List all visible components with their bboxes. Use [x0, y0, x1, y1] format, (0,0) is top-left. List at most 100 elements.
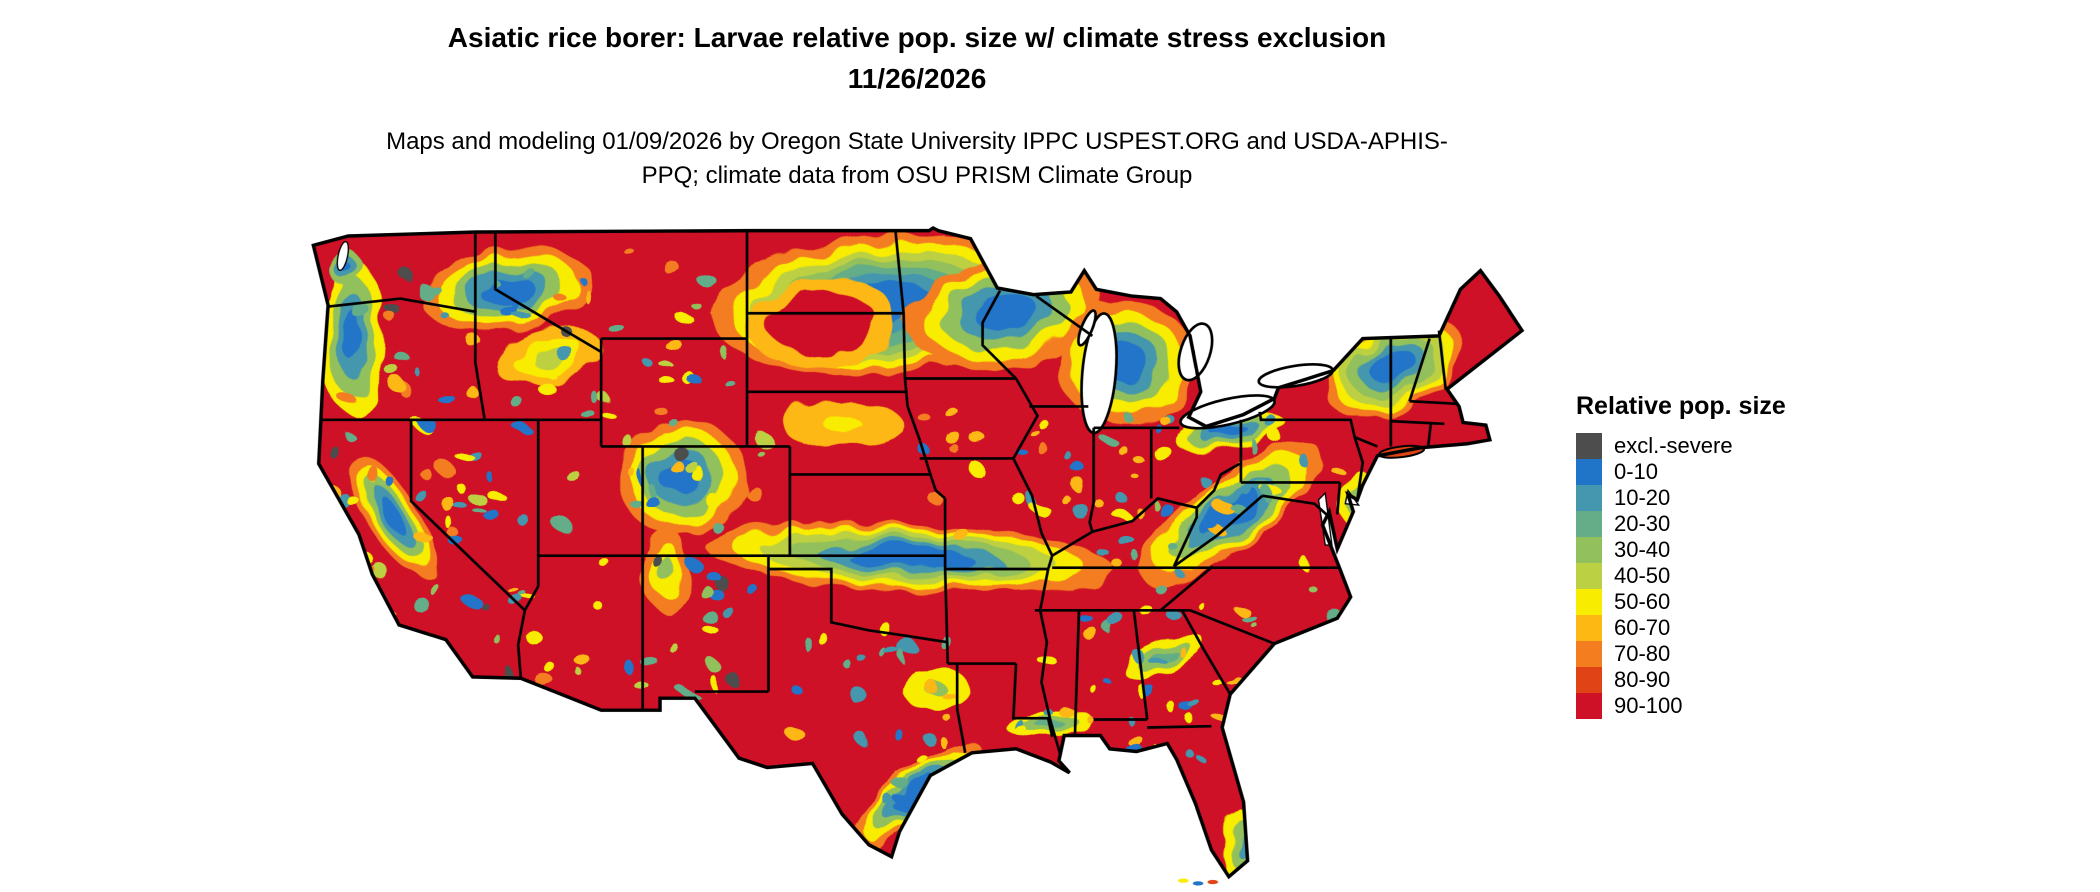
raster-speckle [696, 272, 715, 286]
raster-speckle [663, 379, 678, 389]
map-credits: Maps and modeling 01/09/2026 by Oregon S… [386, 128, 1448, 189]
raster-speckle [1027, 501, 1046, 510]
raster-speckle [1270, 430, 1283, 445]
raster-speckle [353, 305, 372, 321]
raster-speckle [670, 642, 678, 655]
raster-speckle [1110, 557, 1121, 566]
raster-speckle [821, 813, 836, 825]
raster-speckle [625, 495, 639, 504]
raster-speckle [1265, 414, 1277, 428]
raster-speckle [849, 836, 858, 848]
raster-speckle [954, 526, 969, 542]
raster-speckle [418, 639, 437, 649]
raster-speckle [683, 462, 701, 473]
raster-speckle [1124, 413, 1133, 423]
legend-swatch [1576, 615, 1602, 641]
legend-item-label: 10-20 [1614, 485, 1671, 510]
raster-speckle [742, 485, 761, 497]
raster-speckle [753, 429, 770, 446]
raster-speckle [413, 597, 431, 613]
raster-speckle [1131, 550, 1139, 561]
legend-swatch [1576, 485, 1602, 511]
raster-speckle [487, 491, 505, 500]
raster-speckle [668, 459, 683, 473]
raster-speckle [512, 399, 527, 410]
raster-speckle [1104, 438, 1119, 447]
legend-swatch [1576, 589, 1602, 615]
raster-speckle [1060, 495, 1071, 504]
raster-speckle [330, 444, 338, 460]
raster-speckle [388, 376, 405, 392]
raster-speckle [597, 393, 611, 403]
legend-item-label: 50-60 [1614, 589, 1671, 614]
raster-speckle [650, 487, 659, 499]
raster-speckle [579, 408, 595, 418]
raster-speckle [1156, 414, 1169, 423]
raster-speckle [441, 312, 450, 320]
raster-speckle [478, 600, 488, 608]
raster-speckle [1095, 547, 1108, 555]
raster-speckle [421, 471, 435, 480]
raster-speckle [483, 508, 499, 521]
raster-speckle [970, 461, 984, 478]
legend-swatch [1576, 641, 1602, 667]
raster-speckle [1012, 723, 1026, 735]
legend-item: 50-60 [1576, 589, 1786, 615]
raster-speckle [1108, 613, 1126, 629]
raster-speckle [1210, 675, 1222, 685]
raster-speckle [1112, 509, 1130, 519]
raster-speckle [1133, 475, 1141, 482]
raster-speckle [1204, 518, 1223, 533]
raster-speckle [388, 479, 397, 490]
raster-speckle [1199, 475, 1211, 487]
raster-speckle [859, 737, 872, 750]
raster-speckle [1094, 497, 1102, 508]
raster-speckle [1178, 646, 1187, 658]
raster-speckle [1147, 657, 1166, 664]
raster-speckle [824, 810, 836, 824]
raster-speckle [856, 653, 866, 662]
raster-speckle [1233, 603, 1247, 613]
raster-speckle [515, 511, 526, 525]
raster-blob [822, 417, 862, 431]
raster-speckle [1169, 541, 1177, 552]
raster-speckle [566, 471, 582, 482]
raster-speckle [805, 638, 813, 654]
raster-speckle [697, 585, 713, 597]
raster-speckle [686, 559, 703, 572]
raster-speckle [624, 659, 634, 675]
raster-blob [378, 496, 406, 535]
legend-item-label: 20-30 [1614, 511, 1671, 536]
raster-speckle [901, 828, 910, 844]
legend-swatch [1576, 563, 1602, 589]
raster-speckle [596, 557, 609, 565]
raster-blob [1235, 833, 1247, 857]
raster-speckle [544, 659, 553, 673]
conus-map [311, 225, 1525, 886]
raster-speckle [394, 353, 410, 361]
raster-speckle [526, 632, 544, 645]
legend-item-label: 80-90 [1614, 667, 1671, 692]
raster-speckle [1068, 461, 1084, 471]
raster-speckle [1119, 446, 1130, 457]
legend-swatch [1576, 537, 1602, 563]
raster-speckle [370, 561, 387, 578]
raster-speckle [1130, 739, 1148, 751]
legend-item-label: 90-100 [1614, 693, 1683, 718]
raster-speckle [916, 409, 927, 421]
raster-speckle [925, 680, 939, 695]
great-lakes [336, 240, 1335, 435]
raster-speckle [468, 493, 487, 504]
legend-swatch [1576, 511, 1602, 537]
raster-blob [973, 294, 1037, 330]
raster-speckle [1152, 421, 1160, 431]
raster-speckle [892, 780, 912, 789]
raster-speckle [572, 664, 578, 673]
raster-speckle [720, 345, 728, 359]
legend-swatch [1576, 667, 1602, 693]
raster-speckle [1086, 629, 1102, 644]
raster-speckle [1151, 442, 1170, 459]
raster-speckle [710, 310, 726, 316]
raster-speckle [1185, 750, 1195, 758]
